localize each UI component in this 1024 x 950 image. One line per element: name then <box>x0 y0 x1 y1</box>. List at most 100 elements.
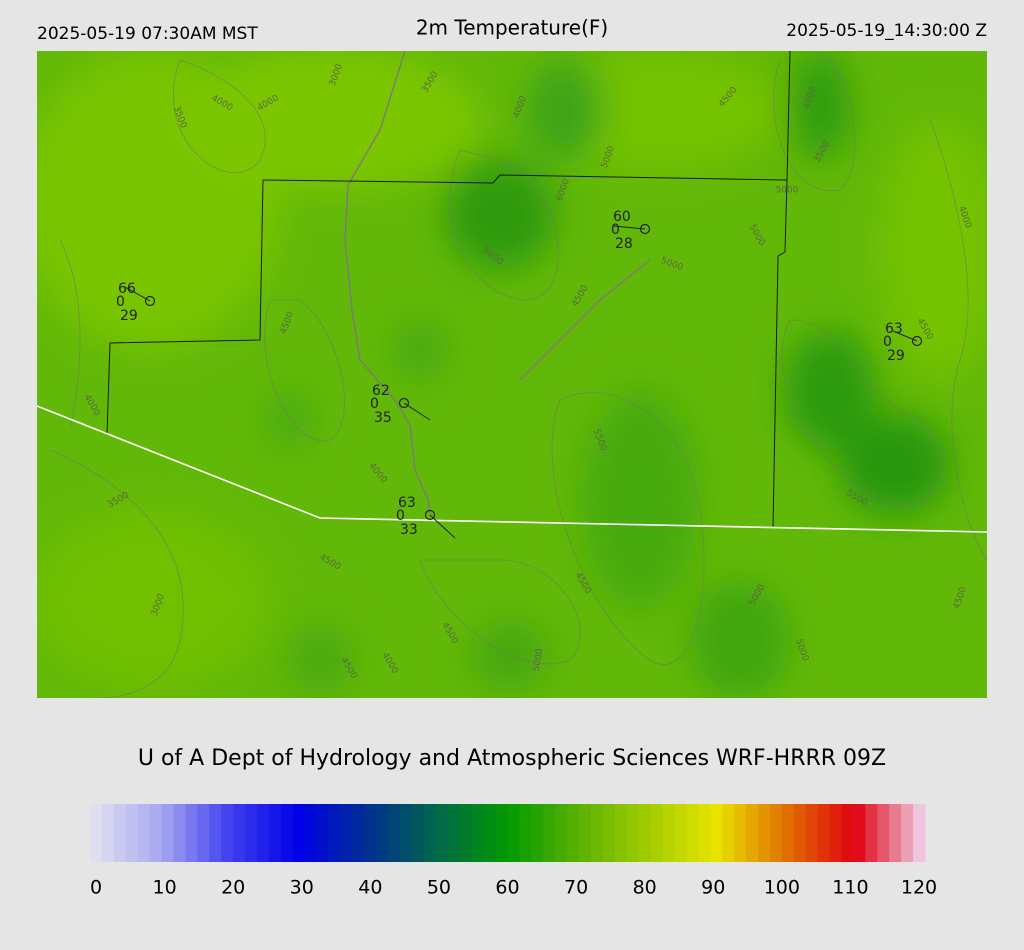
colorbar-segment <box>149 804 163 862</box>
colorbar-tick-label: 70 <box>564 877 588 899</box>
colorbar: 0 10 20 30 40 50 60 70 80 90 100 110 120 <box>90 804 937 899</box>
colorbar-segment <box>173 804 187 862</box>
colorbar-segment <box>817 804 831 862</box>
station-circle <box>639 223 651 235</box>
station-circle <box>398 397 410 409</box>
station-dewpoint: 35 <box>374 410 392 426</box>
colorbar-segment <box>591 804 604 862</box>
credit-line: U of A Dept of Hydrology and Atmospheric… <box>138 746 886 771</box>
station-wind: 0 <box>116 294 125 310</box>
contour-label: 5000 <box>776 186 799 196</box>
wind-barb <box>429 514 456 539</box>
colorbar-segment <box>602 804 616 862</box>
colorbar-segment <box>316 804 330 862</box>
colorbar-segment <box>340 804 354 862</box>
colorbar-tick-label: 110 <box>832 877 868 899</box>
colorbar-segment <box>889 804 902 862</box>
station-circle <box>144 295 156 307</box>
colorbar-segment <box>567 804 580 862</box>
colorbar-segment <box>471 804 485 862</box>
colorbar-segment <box>292 804 306 862</box>
colorbar-segment <box>543 804 556 862</box>
colorbar-segment <box>459 804 473 862</box>
wind-barb <box>403 402 431 421</box>
colorbar-segment <box>781 804 795 862</box>
colorbar-segment <box>638 804 652 862</box>
station-temperature: 66 <box>118 281 136 297</box>
colorbar-tick-label: 40 <box>358 877 382 899</box>
colorbar-tick-label: 90 <box>701 877 725 899</box>
roads <box>344 51 651 516</box>
colorbar-segment <box>328 804 342 862</box>
colorbar-tick-label: 50 <box>427 877 451 899</box>
state-border <box>37 405 987 533</box>
station-wind: 0 <box>883 334 892 350</box>
colorbar-segment <box>483 804 497 862</box>
station-dewpoint: 29 <box>887 348 905 364</box>
colorbar-segment <box>769 804 783 862</box>
colorbar-segment <box>245 804 258 862</box>
station-dewpoint: 33 <box>400 522 418 538</box>
temperature-shading <box>37 51 987 698</box>
colorbar-tick-label: 60 <box>495 877 519 899</box>
colorbar-segment <box>113 804 127 862</box>
colorbar-segment <box>161 804 175 862</box>
colorbar-tick-label: 20 <box>221 877 245 899</box>
station-temperature: 63 <box>885 321 903 337</box>
colorbar-segment <box>352 804 365 862</box>
colorbar-segment <box>388 804 401 862</box>
colorbar-segment <box>734 804 747 862</box>
map-title: 2m Temperature(F) <box>416 16 608 40</box>
colorbar-segment <box>758 804 771 862</box>
colorbar-segment <box>447 804 461 862</box>
colorbar-tick-label: 30 <box>290 877 314 899</box>
station-wind: 0 <box>396 508 405 524</box>
colorbar-segment <box>722 804 735 862</box>
colorbar-segment <box>495 804 509 862</box>
station-circle <box>911 335 923 347</box>
colorbar-segment <box>626 804 640 862</box>
colorbar-segment <box>125 804 139 862</box>
colorbar-segment <box>614 804 628 862</box>
contour-lines <box>49 51 987 698</box>
colorbar-segment <box>507 804 521 862</box>
colorbar-segment <box>400 804 413 862</box>
station-temperature: 60 <box>613 209 631 225</box>
station-dewpoint: 29 <box>120 308 138 324</box>
colorbar-segment <box>662 804 676 862</box>
colorbar-tick-label: 100 <box>764 877 800 899</box>
colorbar-segment <box>424 804 437 862</box>
colorbar-tick-label: 10 <box>152 877 176 899</box>
station-circle <box>424 509 436 521</box>
station-dewpoint: 28 <box>615 236 633 252</box>
colorbar-segment <box>865 804 878 862</box>
station-wind: 0 <box>370 396 379 412</box>
colorbar-segment <box>376 804 389 862</box>
colorbar-segment <box>805 804 819 862</box>
colorbar-segment <box>650 804 664 862</box>
colorbar-tick-label: 0 <box>90 877 102 899</box>
colorbar-segment <box>531 804 544 862</box>
colorbar-segment <box>268 804 282 862</box>
station-wind: 0 <box>611 222 620 238</box>
colorbar-segment <box>746 804 759 862</box>
colorbar-segment <box>209 804 222 862</box>
colorbar-segment <box>519 804 532 862</box>
colorbar-segment <box>853 804 866 862</box>
colorbar-segment <box>674 804 688 862</box>
colorbar-segment <box>913 804 926 862</box>
colorbar-segment <box>280 804 294 862</box>
colorbar-tick-label: 120 <box>901 877 937 899</box>
colorbar-segment <box>185 804 198 862</box>
colorbar-segment <box>710 804 723 862</box>
colorbar-segment <box>841 804 855 862</box>
colorbar-segment <box>137 804 151 862</box>
valid-utc-time: 2025-05-19_14:30:00 Z <box>786 21 987 41</box>
colorbar-segment <box>221 804 234 862</box>
